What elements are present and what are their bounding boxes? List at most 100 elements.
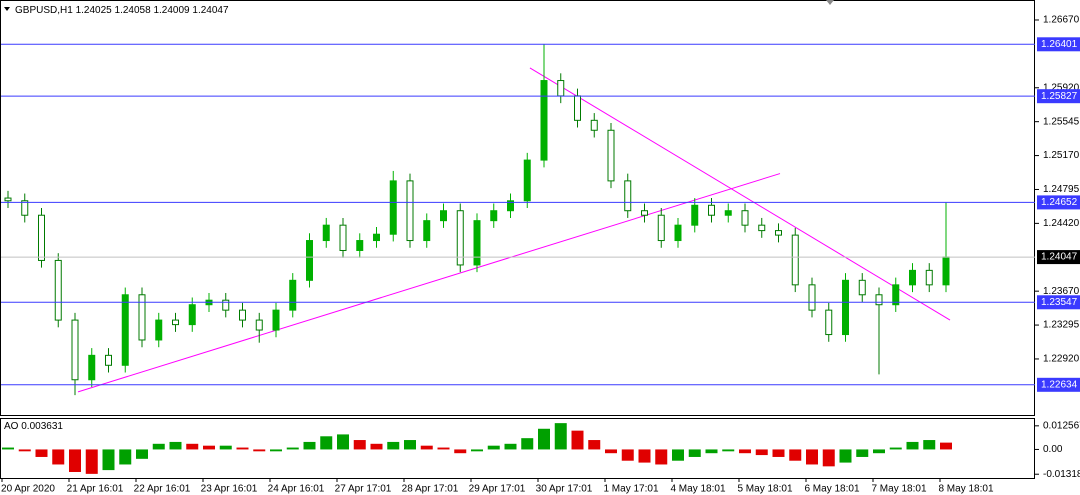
menu-arrow[interactable] — [4, 7, 10, 11]
ao-bar — [219, 445, 232, 450]
ao-bar — [454, 449, 467, 454]
candle-body — [590, 119, 598, 131]
candle-body — [842, 279, 849, 336]
main-panel — [0, 0, 1035, 416]
candle-body — [607, 129, 615, 182]
candle-body — [339, 224, 347, 251]
ao-bar — [856, 449, 869, 457]
ao-bar — [52, 449, 65, 465]
level-label: 1.22634 — [1041, 379, 1078, 390]
y-tick-label: 1.24795 — [1043, 184, 1080, 195]
ao-bar — [303, 441, 316, 450]
ao-bar — [755, 449, 768, 456]
ao-bar — [35, 449, 48, 457]
ao-bar — [236, 447, 249, 450]
current-price-label: 1.24047 — [1041, 252, 1078, 263]
ao-bar — [69, 449, 81, 472]
x-tick-label: 7 May 18:01 — [871, 484, 926, 495]
ao-bar — [923, 440, 936, 450]
x-tick-label: 29 Apr 17:01 — [469, 484, 526, 495]
candle-body — [724, 210, 732, 216]
ao-bar — [705, 449, 718, 454]
y-tick-label: 1.24420 — [1043, 218, 1080, 229]
quote-close: 1.24047 — [192, 5, 229, 16]
ao-bar — [772, 449, 785, 457]
ao-bar — [571, 430, 584, 450]
x-tick-label: 23 Apr 16:01 — [201, 484, 258, 495]
level-label: 1.25827 — [1041, 91, 1078, 102]
y-tick-label: 1.25170 — [1043, 150, 1080, 161]
trend-line — [529, 67, 951, 321]
ao-bar — [286, 447, 299, 450]
ao-bar — [203, 445, 215, 450]
symbol-header: GBPUSD,H1 1.24025 1.24058 1.24009 1.2404… — [15, 5, 229, 16]
candle-body — [507, 200, 514, 212]
x-tick-label: 27 Apr 17:01 — [335, 484, 392, 495]
candle-body — [473, 220, 481, 266]
ao-bar — [186, 443, 199, 450]
ao-bar — [688, 449, 701, 457]
trend-line — [77, 173, 781, 393]
ao-bar — [806, 449, 818, 465]
ao-bar — [638, 449, 651, 463]
x-tick-label: 1 May 17:01 — [603, 484, 658, 495]
candle-body — [674, 224, 682, 242]
ao-bar — [152, 443, 165, 450]
ao-bar — [739, 449, 751, 454]
candle-body — [708, 204, 715, 216]
candle-body — [657, 214, 665, 242]
candle-body — [21, 200, 29, 216]
candle-body — [188, 304, 196, 326]
ao-bar — [521, 438, 534, 450]
candle-body — [909, 269, 916, 286]
x-tick-label: 21 Apr 16:01 — [67, 484, 124, 495]
ao-bar — [270, 449, 282, 452]
quote-high: 1.24058 — [115, 5, 152, 16]
candle-body — [758, 224, 766, 232]
candle-body — [942, 256, 950, 286]
candle-body — [105, 354, 112, 366]
candle-body — [406, 180, 414, 242]
candle-body — [71, 319, 79, 381]
y-tick-label: 0.00 — [1043, 444, 1063, 455]
ao-bar — [588, 440, 601, 450]
level-label-box — [1037, 295, 1080, 310]
candle-body — [289, 279, 297, 311]
candle-body — [138, 294, 146, 341]
candle-body — [574, 95, 581, 121]
ao-bar — [387, 441, 400, 450]
candle-body — [791, 234, 799, 286]
ao-bar — [370, 443, 383, 450]
ao-bar — [420, 445, 433, 450]
y-tick-label: 0.012567 — [1043, 420, 1080, 431]
x-tick-label: 24 Apr 16:01 — [268, 484, 325, 495]
candle-body — [825, 309, 833, 336]
x-tick-label: 8 May 18:01 — [938, 484, 993, 495]
ao-bar — [940, 442, 952, 450]
candle-body — [691, 204, 699, 226]
candle-body — [373, 233, 380, 242]
candle-body — [255, 319, 263, 331]
candle-body — [641, 210, 648, 216]
candle-body — [523, 159, 531, 202]
ao-bar — [672, 449, 684, 461]
y-tick-label: -0.013187 — [1043, 469, 1080, 480]
level-label-box — [1037, 89, 1080, 104]
candle-body — [440, 210, 447, 222]
ao-bar — [102, 449, 115, 471]
ao-bar — [722, 449, 735, 452]
candle-body — [306, 240, 313, 281]
ao-title: AO — [4, 421, 19, 432]
ao-header: AO 0.003631 — [4, 421, 63, 432]
candle-body — [54, 259, 62, 321]
ao-bar — [18, 449, 31, 452]
ao-bar — [906, 441, 919, 450]
ao-bar — [353, 440, 366, 450]
ao-bar — [437, 447, 450, 450]
y-tick-label: 1.23295 — [1043, 320, 1080, 331]
y-tick-label: 1.23670 — [1043, 286, 1080, 297]
candle-body — [272, 309, 280, 331]
candle-body — [925, 269, 933, 286]
ao-bar — [889, 447, 902, 450]
x-tick-label: 20 Apr 2020 — [1, 484, 55, 495]
